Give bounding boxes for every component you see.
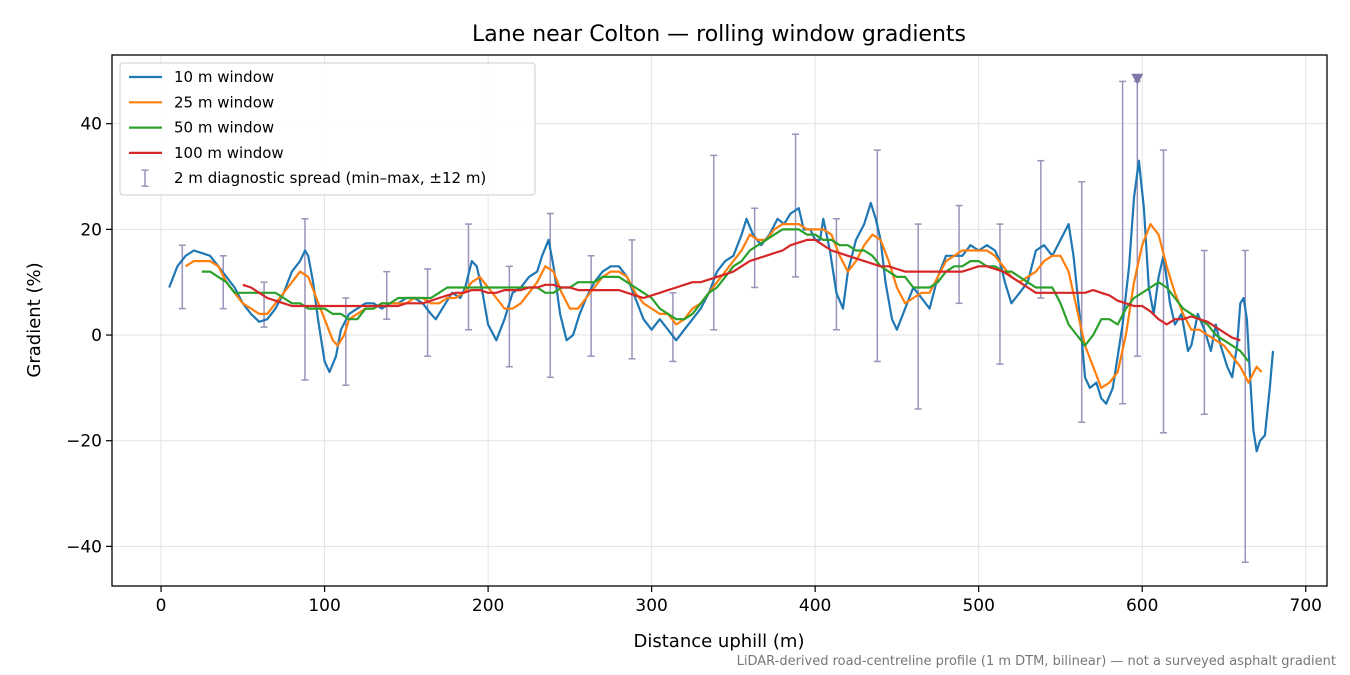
errorbar-layer (178, 80, 1249, 563)
errorbar (219, 255, 227, 310)
errorbar (301, 218, 309, 381)
legend-label-2: 25 m window (174, 93, 274, 111)
x-tick-label: 500 (962, 596, 994, 616)
series-line-3 (201, 228, 1250, 363)
errorbar (1133, 80, 1141, 357)
y-tick-label: 0 (91, 326, 102, 346)
x-tick-label: 100 (308, 596, 340, 616)
errorbar (1037, 159, 1045, 299)
errorbar (424, 268, 432, 357)
chart-title: Lane near Colton — rolling window gradie… (472, 22, 966, 47)
errorbar (792, 133, 800, 278)
x-axis-label: Distance uphill (m) (634, 631, 805, 652)
y-tick-label: 40 (80, 115, 102, 135)
errorbar (1119, 80, 1127, 405)
y-tick-label: 20 (80, 220, 102, 240)
axis-ticks: 0 100 200 300 400 500 600 700 −40 −20 0 20 40 (66, 115, 1322, 616)
legend-box (119, 62, 536, 196)
x-tick-label: 400 (799, 596, 831, 616)
plot-frame (111, 54, 1328, 587)
series-line-1 (168, 159, 1275, 453)
series-layer (168, 159, 1275, 453)
errorbar (710, 154, 718, 331)
errorbar (342, 297, 350, 386)
legend-label-4: 100 m window (174, 144, 284, 162)
y-tick-label: −40 (66, 537, 102, 557)
legend-label-3: 50 m window (174, 119, 274, 137)
y-tick-label: −20 (66, 432, 102, 452)
x-tick-label: 0 (156, 596, 167, 616)
errorbar (914, 223, 922, 410)
series-line-4 (242, 238, 1241, 342)
x-tick-label: 700 (1290, 596, 1322, 616)
errorbar (955, 204, 963, 305)
legend-label-errorbars: 2 m diagnostic spread (min–max, ±12 m) (174, 169, 486, 187)
errorbar (587, 255, 595, 357)
errorbar (1241, 249, 1249, 563)
errorbar (669, 292, 677, 363)
legend: 10 m window 25 m window 50 m window 100 m w… (119, 62, 536, 196)
errorbar (505, 265, 513, 368)
x-tick-label: 200 (472, 596, 504, 616)
x-tick-label: 300 (635, 596, 667, 616)
errorbar (996, 223, 1004, 365)
peak-marker (1131, 73, 1144, 85)
footnote: LiDAR-derived road-centreline profile (1… (737, 654, 1336, 669)
errorbar (873, 149, 881, 363)
errorbar (546, 212, 554, 379)
errorbar (832, 218, 840, 331)
errorbar (1078, 181, 1086, 423)
errorbar (628, 239, 636, 360)
errorbar (383, 270, 391, 320)
marker-layer (1131, 73, 1144, 85)
y-axis-label: Gradient (%) (24, 262, 45, 377)
grid (112, 55, 1327, 586)
errorbar (178, 244, 186, 310)
x-tick-label: 600 (1126, 596, 1158, 616)
errorbar (1159, 149, 1167, 434)
legend-label-1: 10 m window (174, 68, 274, 86)
series-line-2 (185, 223, 1263, 389)
